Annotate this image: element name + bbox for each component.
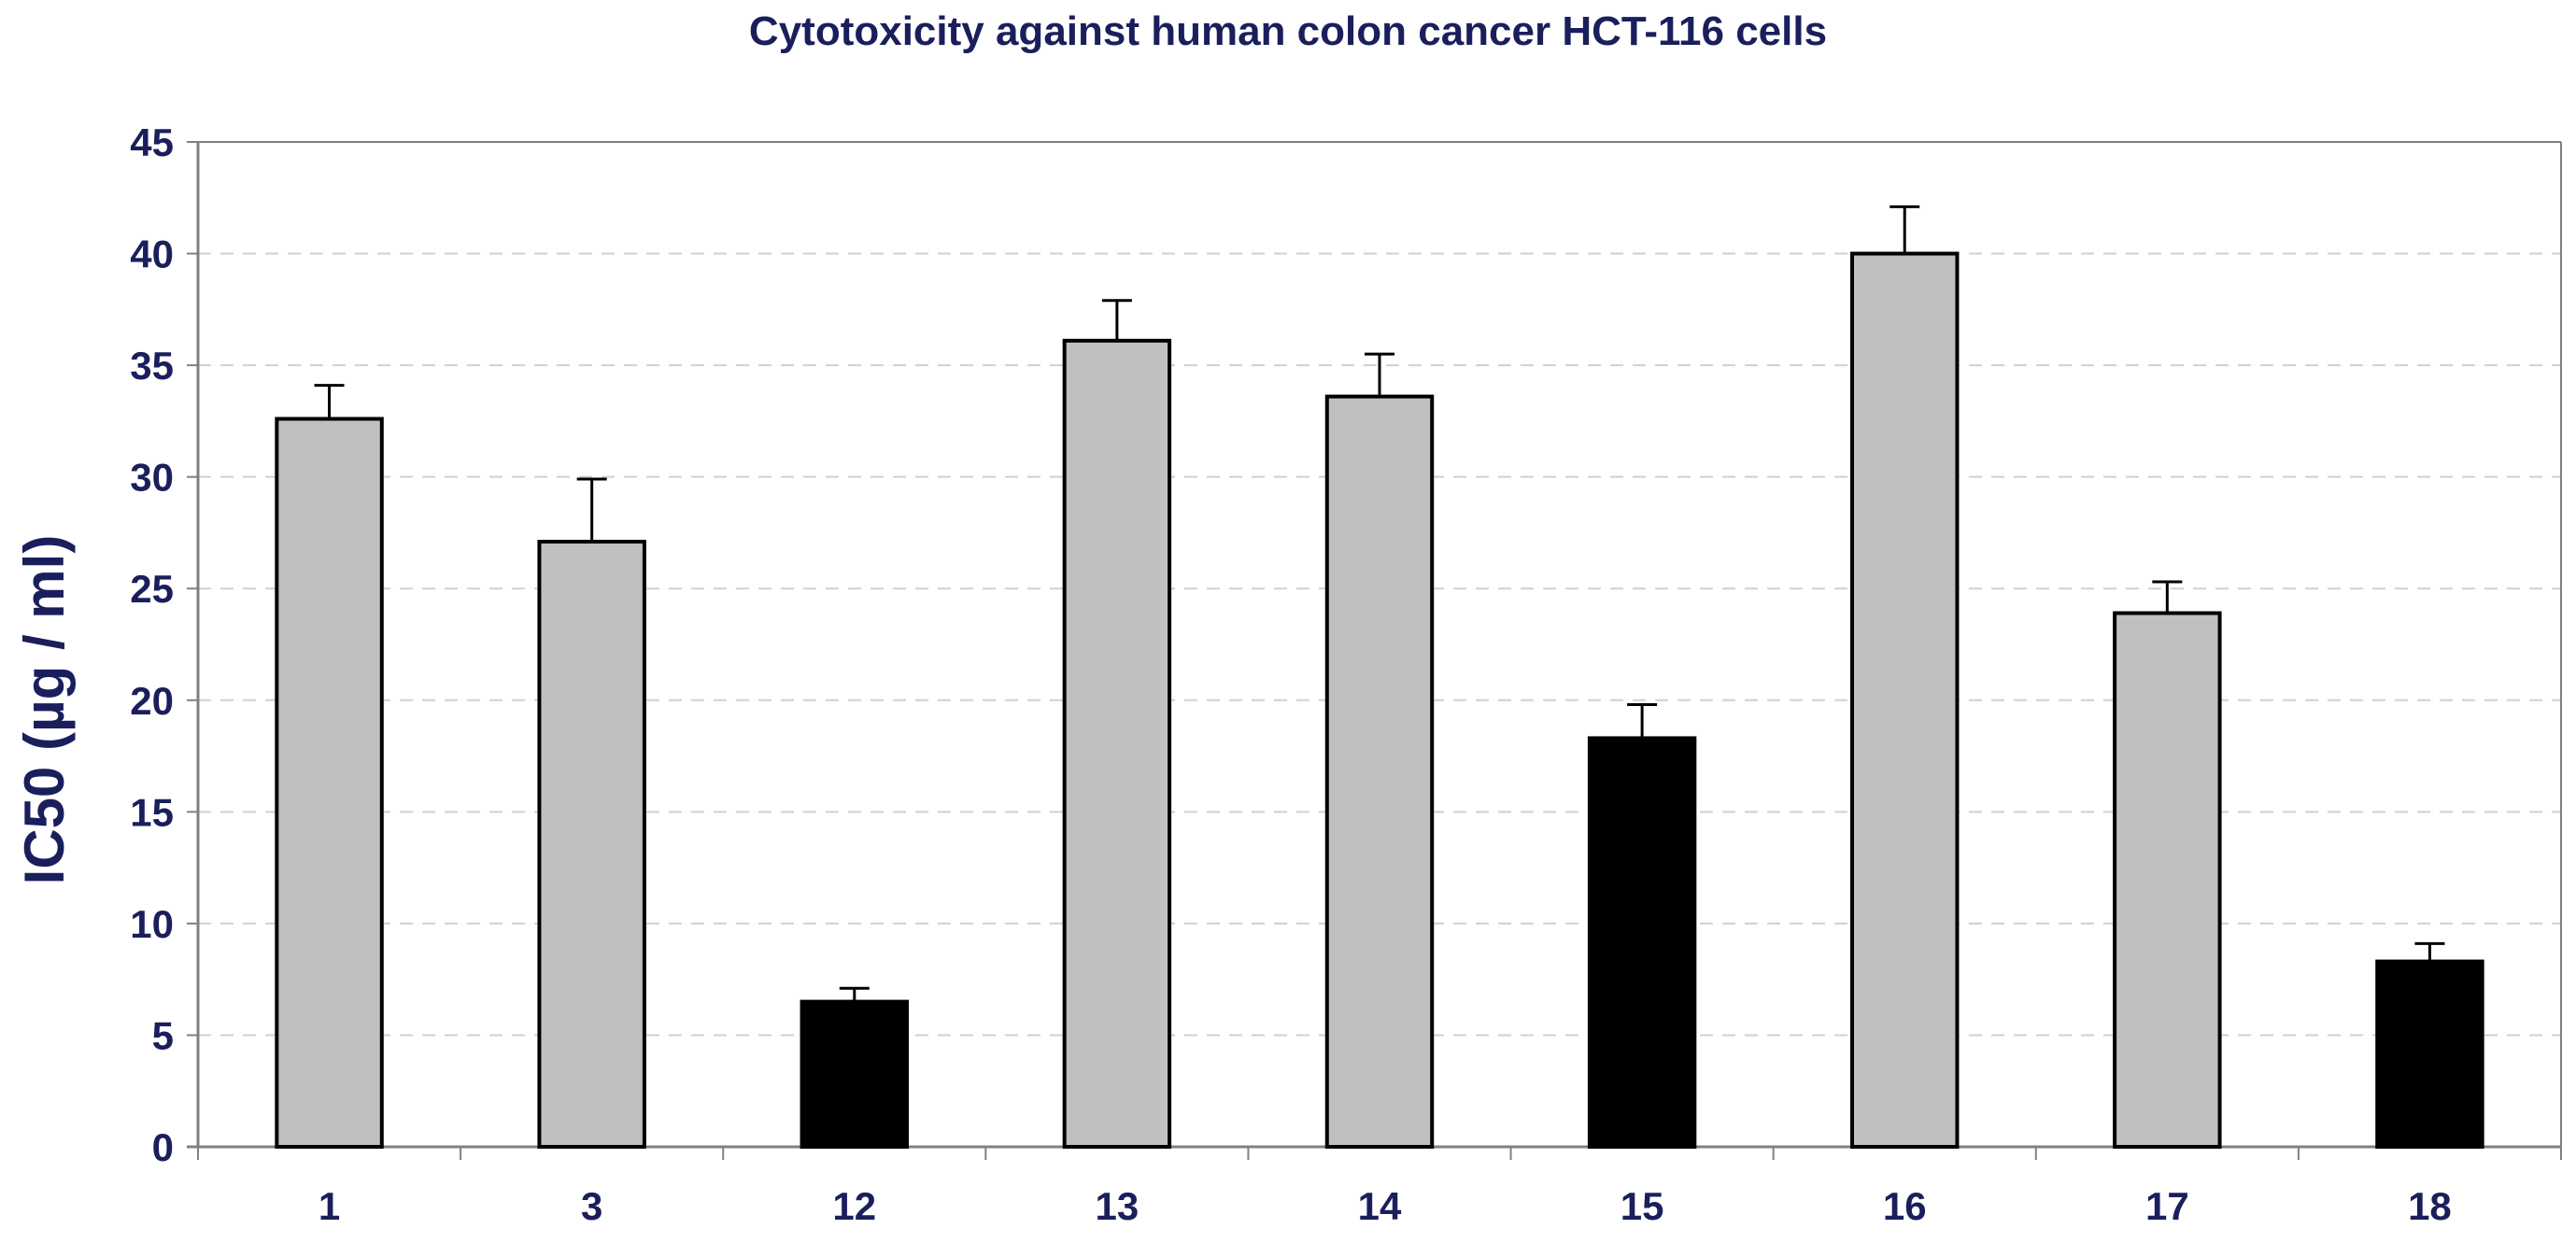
bar-1 bbox=[275, 417, 384, 1149]
x-category-label: 16 bbox=[1883, 1184, 1927, 1228]
y-tick-label: 40 bbox=[130, 233, 174, 276]
x-category-label: 13 bbox=[1096, 1184, 1139, 1228]
bar-16 bbox=[1850, 251, 1960, 1149]
bar-13 bbox=[1062, 338, 1172, 1149]
x-category-label: 17 bbox=[2145, 1184, 2189, 1228]
x-category-label: 3 bbox=[581, 1184, 602, 1228]
x-category-label: 15 bbox=[1621, 1184, 1664, 1228]
bar-17 bbox=[2113, 611, 2222, 1149]
x-category-label: 18 bbox=[2408, 1184, 2452, 1228]
y-tick-label: 35 bbox=[130, 344, 174, 388]
y-tick-label: 10 bbox=[130, 902, 174, 946]
y-tick-label: 25 bbox=[130, 567, 174, 611]
y-tick-label: 20 bbox=[130, 679, 174, 723]
x-category-labels: 1 3 12 13 14 15 16 17 18 bbox=[318, 1184, 2452, 1228]
x-category-label: 12 bbox=[832, 1184, 876, 1228]
bar-15 bbox=[1587, 736, 1697, 1150]
y-axis-label: IC50 (µg / ml) bbox=[13, 535, 76, 885]
y-tick-label: 5 bbox=[152, 1013, 174, 1057]
bar-14 bbox=[1324, 394, 1435, 1149]
y-tick-label: 30 bbox=[130, 456, 174, 500]
chart-title: Cytotoxicity against human colon cancer … bbox=[749, 8, 1827, 54]
bar-12 bbox=[800, 999, 909, 1149]
bar-3 bbox=[537, 540, 646, 1149]
x-category-label: 14 bbox=[1358, 1184, 1402, 1228]
y-tick-label: 15 bbox=[130, 790, 174, 834]
y-tick-labels: 0 5 10 15 20 25 30 35 40 45 bbox=[130, 120, 174, 1169]
y-tick-label: 45 bbox=[130, 120, 174, 164]
bars bbox=[275, 251, 2484, 1150]
bar-18 bbox=[2375, 959, 2484, 1149]
error-bars bbox=[314, 205, 2445, 1002]
x-category-label: 1 bbox=[318, 1184, 340, 1228]
y-tick-label: 0 bbox=[152, 1125, 174, 1169]
